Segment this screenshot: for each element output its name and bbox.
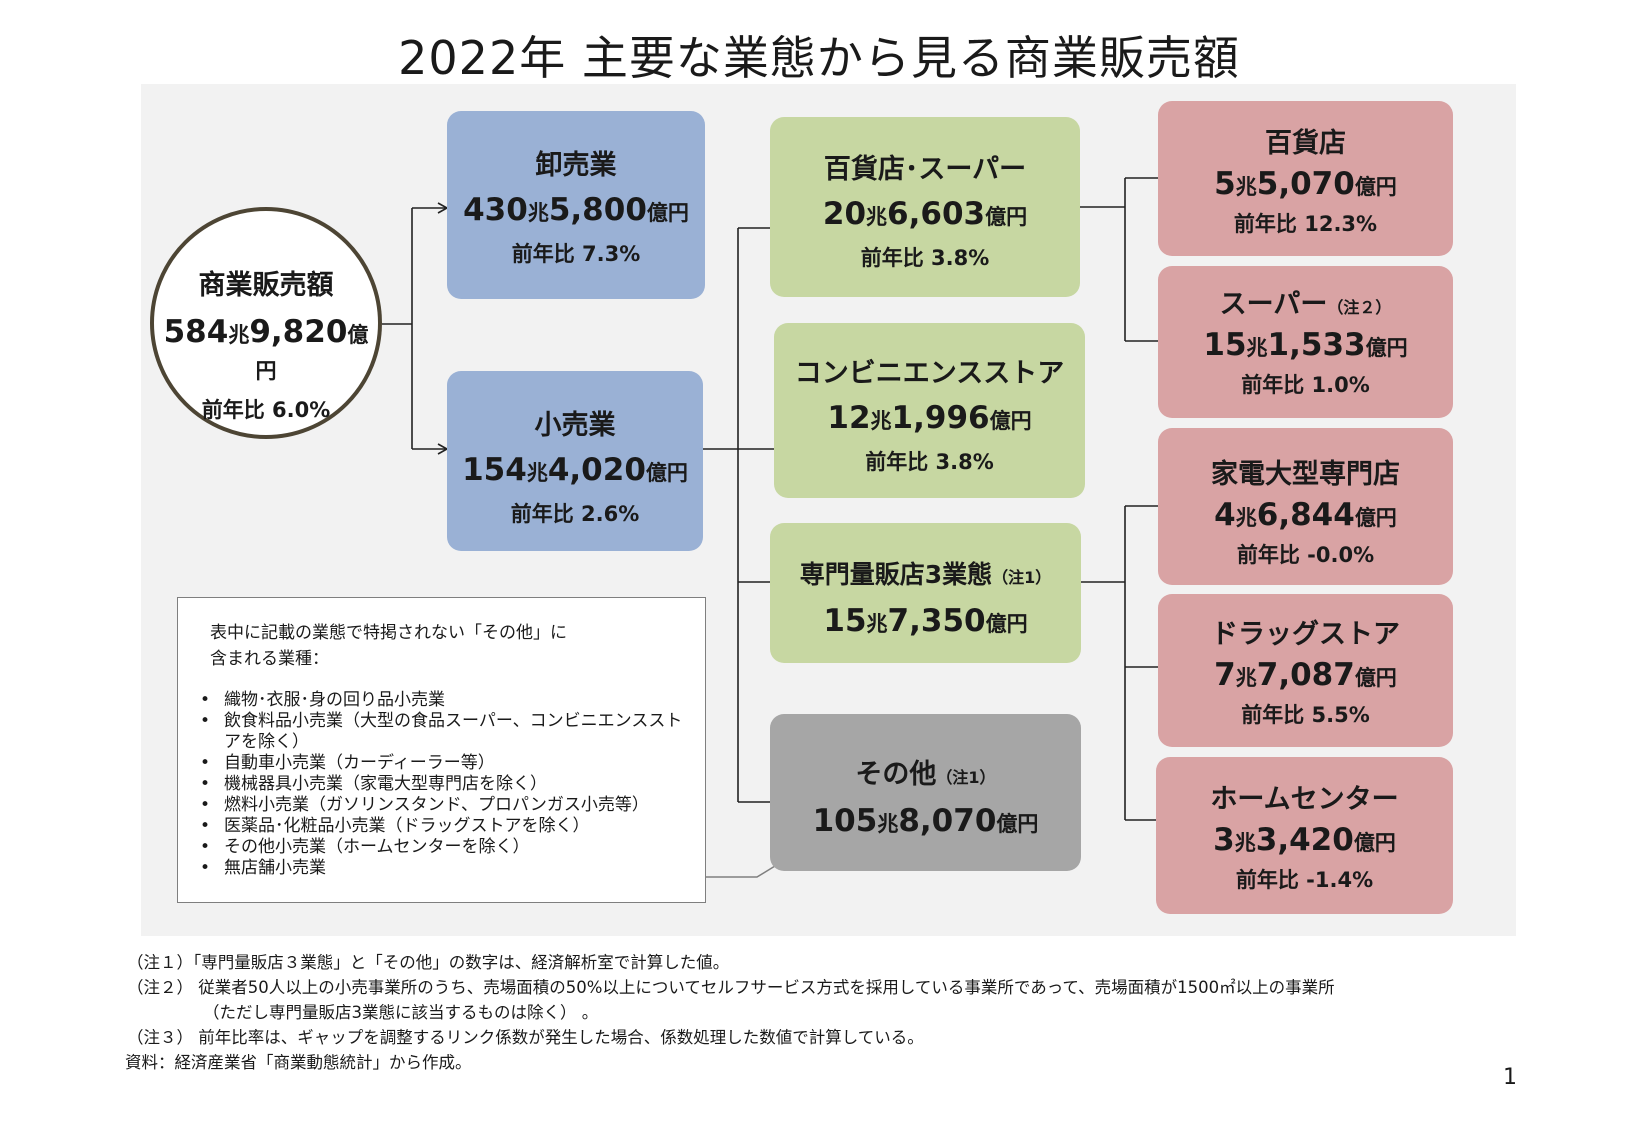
page-number: 1 xyxy=(1503,1065,1517,1090)
source-note: 資料：経済産業省「商業動態統計」から作成。 xyxy=(125,1053,472,1072)
total-amount: 584兆9,820億円 xyxy=(163,314,369,383)
legend-intro: 表中に記載の業態で特掲されない「その他」に 含まれる業種： xyxy=(210,623,567,669)
footnote-2: （注２） 従業者50人以上の小売事業所のうち、売場面積の50%以上についてセルフ… xyxy=(127,978,1335,997)
homecenter-name: ホームセンター xyxy=(1210,784,1399,815)
total-ratio: 前年比 6.0% xyxy=(201,398,331,422)
supermarket-note: （注２） xyxy=(1327,298,1392,317)
convenience-box: コンビニエンスストア 12兆1,996億円 前年比 3.8% xyxy=(774,323,1085,498)
department-name: 百貨店 xyxy=(1265,128,1346,159)
dept-super-ratio: 前年比 3.8% xyxy=(860,246,990,270)
total-sales-circle: 商業販売額 584兆9,820億円 前年比 6.0% xyxy=(150,207,382,439)
total-name: 商業販売額 xyxy=(198,270,334,301)
homecenter-ratio: 前年比 -1.4% xyxy=(1235,868,1374,892)
retail-name: 小売業 xyxy=(534,410,616,441)
supermarket-ratio: 前年比 1.0% xyxy=(1241,373,1370,397)
legend-item: その他小売業（ホームセンターを除く） xyxy=(192,837,697,858)
electronics-amount: 4兆6,844億円 xyxy=(1214,497,1397,533)
legend-item: 燃料小売業（ガソリンスタンド、プロパンガス小売等） xyxy=(192,795,697,816)
legend-item: 無店舗小売業 xyxy=(192,858,697,879)
wholesale-ratio: 前年比 7.3% xyxy=(511,242,641,266)
footnote-1: （注１）「専門量販店３業態」と「その他」の数字は、経済解析室で計算した値。 xyxy=(127,953,730,972)
drugstore-name: ドラッグストア xyxy=(1211,619,1400,650)
legend-item: 飲食料品小売業（大型の食品スーパー、コンビニエンスストアを除く） xyxy=(192,711,697,753)
legend-item: 機械器具小売業（家電大型専門店を除く） xyxy=(192,774,697,795)
electronics-name: 家電大型専門店 xyxy=(1211,459,1400,490)
convenience-ratio: 前年比 3.8% xyxy=(865,450,994,474)
specialty3-name: 専門量販店3業態（注1） xyxy=(799,560,1052,589)
legend-pointer xyxy=(706,865,776,878)
footnotes: （注１）「専門量販店３業態」と「その他」の数字は、経済解析室で計算した値。 （注… xyxy=(125,950,1335,1075)
electronics-box: 家電大型専門店 4兆6,844億円 前年比 -0.0% xyxy=(1158,428,1453,585)
specialty3-note: （注1） xyxy=(992,568,1052,587)
other-note: （注1） xyxy=(936,768,996,787)
dept-super-name: 百貨店･スーパー xyxy=(823,154,1027,185)
retail-amount: 154兆4,020億円 xyxy=(462,452,688,488)
department-ratio: 前年比 12.3% xyxy=(1233,212,1378,236)
page-title: 2022年 主要な業態から見る商業販売額 xyxy=(398,31,1240,85)
dept-super-box: 百貨店･スーパー 20兆6,603億円 前年比 3.8% xyxy=(770,117,1080,297)
drugstore-box: ドラッグストア 7兆7,087億円 前年比 5.5% xyxy=(1158,594,1453,747)
convenience-amount: 12兆1,996億円 xyxy=(827,400,1032,436)
other-box: その他（注1） 105兆8,070億円 xyxy=(770,714,1081,871)
homecenter-box: ホームセンター 3兆3,420億円 前年比 -1.4% xyxy=(1156,757,1453,914)
wholesale-amount: 430兆5,800億円 xyxy=(463,192,689,228)
convenience-name: コンビニエンスストア xyxy=(794,358,1065,389)
legend-item: 自動車小売業（カーディーラー等） xyxy=(192,753,697,774)
wholesale-name: 卸売業 xyxy=(535,150,617,181)
supermarket-box: スーパー（注２） 15兆1,533億円 前年比 1.0% xyxy=(1158,266,1453,418)
legend-item: 医薬品･化粧品小売業（ドラッグストアを除く） xyxy=(192,816,697,837)
electronics-ratio: 前年比 -0.0% xyxy=(1236,543,1375,567)
supermarket-amount: 15兆1,533億円 xyxy=(1203,327,1408,363)
other-category-legend: 表中に記載の業態で特掲されない「その他」に 含まれる業種： 織物･衣服･身の回り… xyxy=(177,597,706,903)
footnote-2-cont: （ただし専門量販店3業態に該当するものは除く） 。 xyxy=(203,1003,599,1022)
other-amount: 105兆8,070億円 xyxy=(812,803,1039,839)
drugstore-amount: 7兆7,087億円 xyxy=(1214,657,1397,693)
supermarket-name: スーパー（注２） xyxy=(1219,289,1392,320)
retail-ratio: 前年比 2.6% xyxy=(510,502,640,526)
department-amount: 5兆5,070億円 xyxy=(1214,166,1397,202)
retail-box: 小売業 154兆4,020億円 前年比 2.6% xyxy=(447,371,703,551)
specialty3-box: 専門量販店3業態（注1） 15兆7,350億円 xyxy=(770,523,1081,663)
legend-list: 織物･衣服･身の回り品小売業 飲食料品小売業（大型の食品スーパー、コンビニエンス… xyxy=(192,690,697,879)
wholesale-box: 卸売業 430兆5,800億円 前年比 7.3% xyxy=(447,111,705,299)
department-box: 百貨店 5兆5,070億円 前年比 12.3% xyxy=(1158,101,1453,256)
drugstore-ratio: 前年比 5.5% xyxy=(1241,703,1370,727)
legend-item: 織物･衣服･身の回り品小売業 xyxy=(192,690,697,711)
footnote-3: （注３） 前年比率は、ギャップを調整するリンク係数が発生した場合、係数処理した数… xyxy=(127,1028,924,1047)
other-name: その他（注1） xyxy=(855,759,996,790)
dept-super-amount: 20兆6,603億円 xyxy=(822,196,1028,232)
specialty3-amount: 15兆7,350億円 xyxy=(823,603,1028,639)
homecenter-amount: 3兆3,420億円 xyxy=(1213,822,1396,858)
